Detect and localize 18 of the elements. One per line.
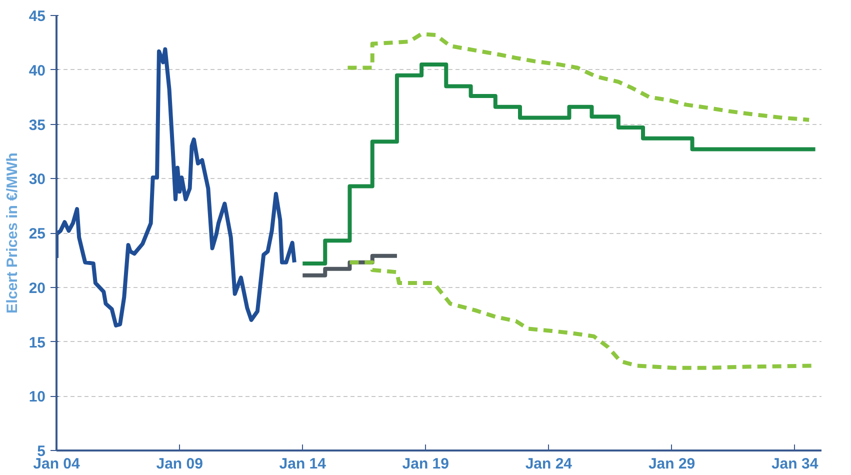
x-tick-label: Jan 19 <box>402 456 450 472</box>
line-series <box>56 47 296 328</box>
y-axis-title: Elcert Prices in €/MWh <box>4 152 21 314</box>
y-tick-label: 15 <box>28 334 46 352</box>
line-series <box>346 32 812 122</box>
y-tick-label: 25 <box>28 226 46 242</box>
x-tick-label: Jan 14 <box>279 456 327 472</box>
y-tick-label: 40 <box>28 62 46 80</box>
x-tick-label: Jan 04 <box>33 456 81 472</box>
x-tick-label: Jan 24 <box>525 456 573 472</box>
x-tick-label: Jan 34 <box>771 456 819 472</box>
y-tick-label: 30 <box>28 171 46 188</box>
x-tick-label: Jan 09 <box>156 456 203 472</box>
y-tick-label: 35 <box>28 116 46 134</box>
y-tick-label: 10 <box>28 388 46 406</box>
x-tick-label: Jan 29 <box>648 456 696 472</box>
y-tick-label: 45 <box>28 8 46 25</box>
y-tick-label: 20 <box>28 280 46 297</box>
